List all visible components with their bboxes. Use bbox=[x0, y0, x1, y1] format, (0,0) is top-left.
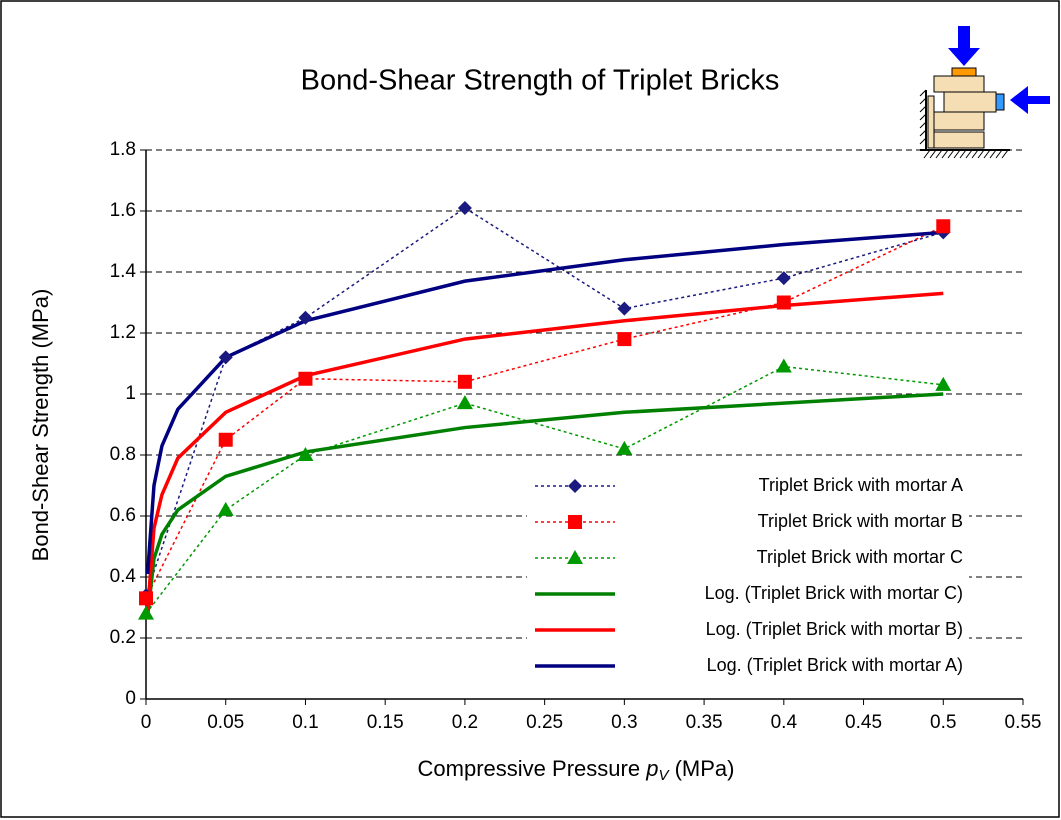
y-tick-label: 0.4 bbox=[110, 566, 137, 587]
x-tick-label: 0.1 bbox=[292, 712, 318, 733]
legend-label: Log. (Triplet Brick with mortar C) bbox=[705, 583, 963, 603]
data-point bbox=[298, 372, 312, 386]
x-tick-label: 0.05 bbox=[207, 712, 244, 733]
data-point bbox=[139, 591, 153, 605]
y-tick-label: 1.2 bbox=[110, 322, 136, 343]
y-tick-label: 0.8 bbox=[110, 444, 136, 465]
x-label-symbol: p bbox=[645, 756, 658, 781]
x-tick-label: 0.5 bbox=[930, 712, 956, 733]
y-tick-label: 0 bbox=[125, 688, 136, 709]
x-tick-label: 0.15 bbox=[367, 712, 404, 733]
x-label-text: Compressive Pressure bbox=[418, 756, 647, 781]
x-tick-label: 0.45 bbox=[845, 712, 882, 733]
chart-border bbox=[1, 1, 1059, 817]
data-point bbox=[219, 433, 233, 447]
legend-label: Triplet Brick with mortar A bbox=[759, 475, 963, 495]
y-tick-label: 0.6 bbox=[110, 505, 136, 526]
chart-title: Bond-Shear Strength of Triplet Bricks bbox=[301, 65, 780, 97]
data-point bbox=[458, 375, 472, 389]
data-point bbox=[936, 219, 950, 233]
x-tick-label: 0.3 bbox=[611, 712, 637, 733]
x-tick-label: 0.55 bbox=[1005, 712, 1042, 733]
data-point bbox=[617, 332, 631, 346]
y-tick-label: 1.6 bbox=[110, 200, 136, 221]
legend-label: Log. (Triplet Brick with mortar B) bbox=[706, 619, 963, 639]
y-tick-label: 1.4 bbox=[110, 261, 137, 282]
chart: Bond-Shear Strength of Triplet Bricks Bo… bbox=[0, 0, 1061, 820]
x-label-text: (MPa) bbox=[668, 756, 734, 781]
legend-label: Triplet Brick with mortar B bbox=[758, 511, 963, 531]
legend: Triplet Brick with mortar A Triplet Brick… bbox=[527, 468, 969, 694]
y-tick-label: 1.8 bbox=[110, 139, 136, 160]
y-axis-label: Bond-Shear Strength (MPa) bbox=[28, 289, 53, 562]
x-tick-label: 0.2 bbox=[452, 712, 478, 733]
y-tick-label: 0.2 bbox=[110, 627, 136, 648]
x-tick-label: 0 bbox=[141, 712, 152, 733]
x-axis-label: Compressive Pressure pV (MPa) bbox=[418, 756, 735, 784]
legend-marker bbox=[568, 515, 582, 529]
x-tick-label: 0.35 bbox=[686, 712, 723, 733]
data-point bbox=[777, 296, 791, 310]
legend-label: Log. (Triplet Brick with mortar A) bbox=[707, 655, 963, 675]
y-tick-label: 1 bbox=[125, 383, 136, 404]
legend-label: Triplet Brick with mortar C bbox=[757, 547, 963, 567]
x-tick-label: 0.25 bbox=[526, 712, 563, 733]
x-tick-label: 0.4 bbox=[771, 712, 798, 733]
